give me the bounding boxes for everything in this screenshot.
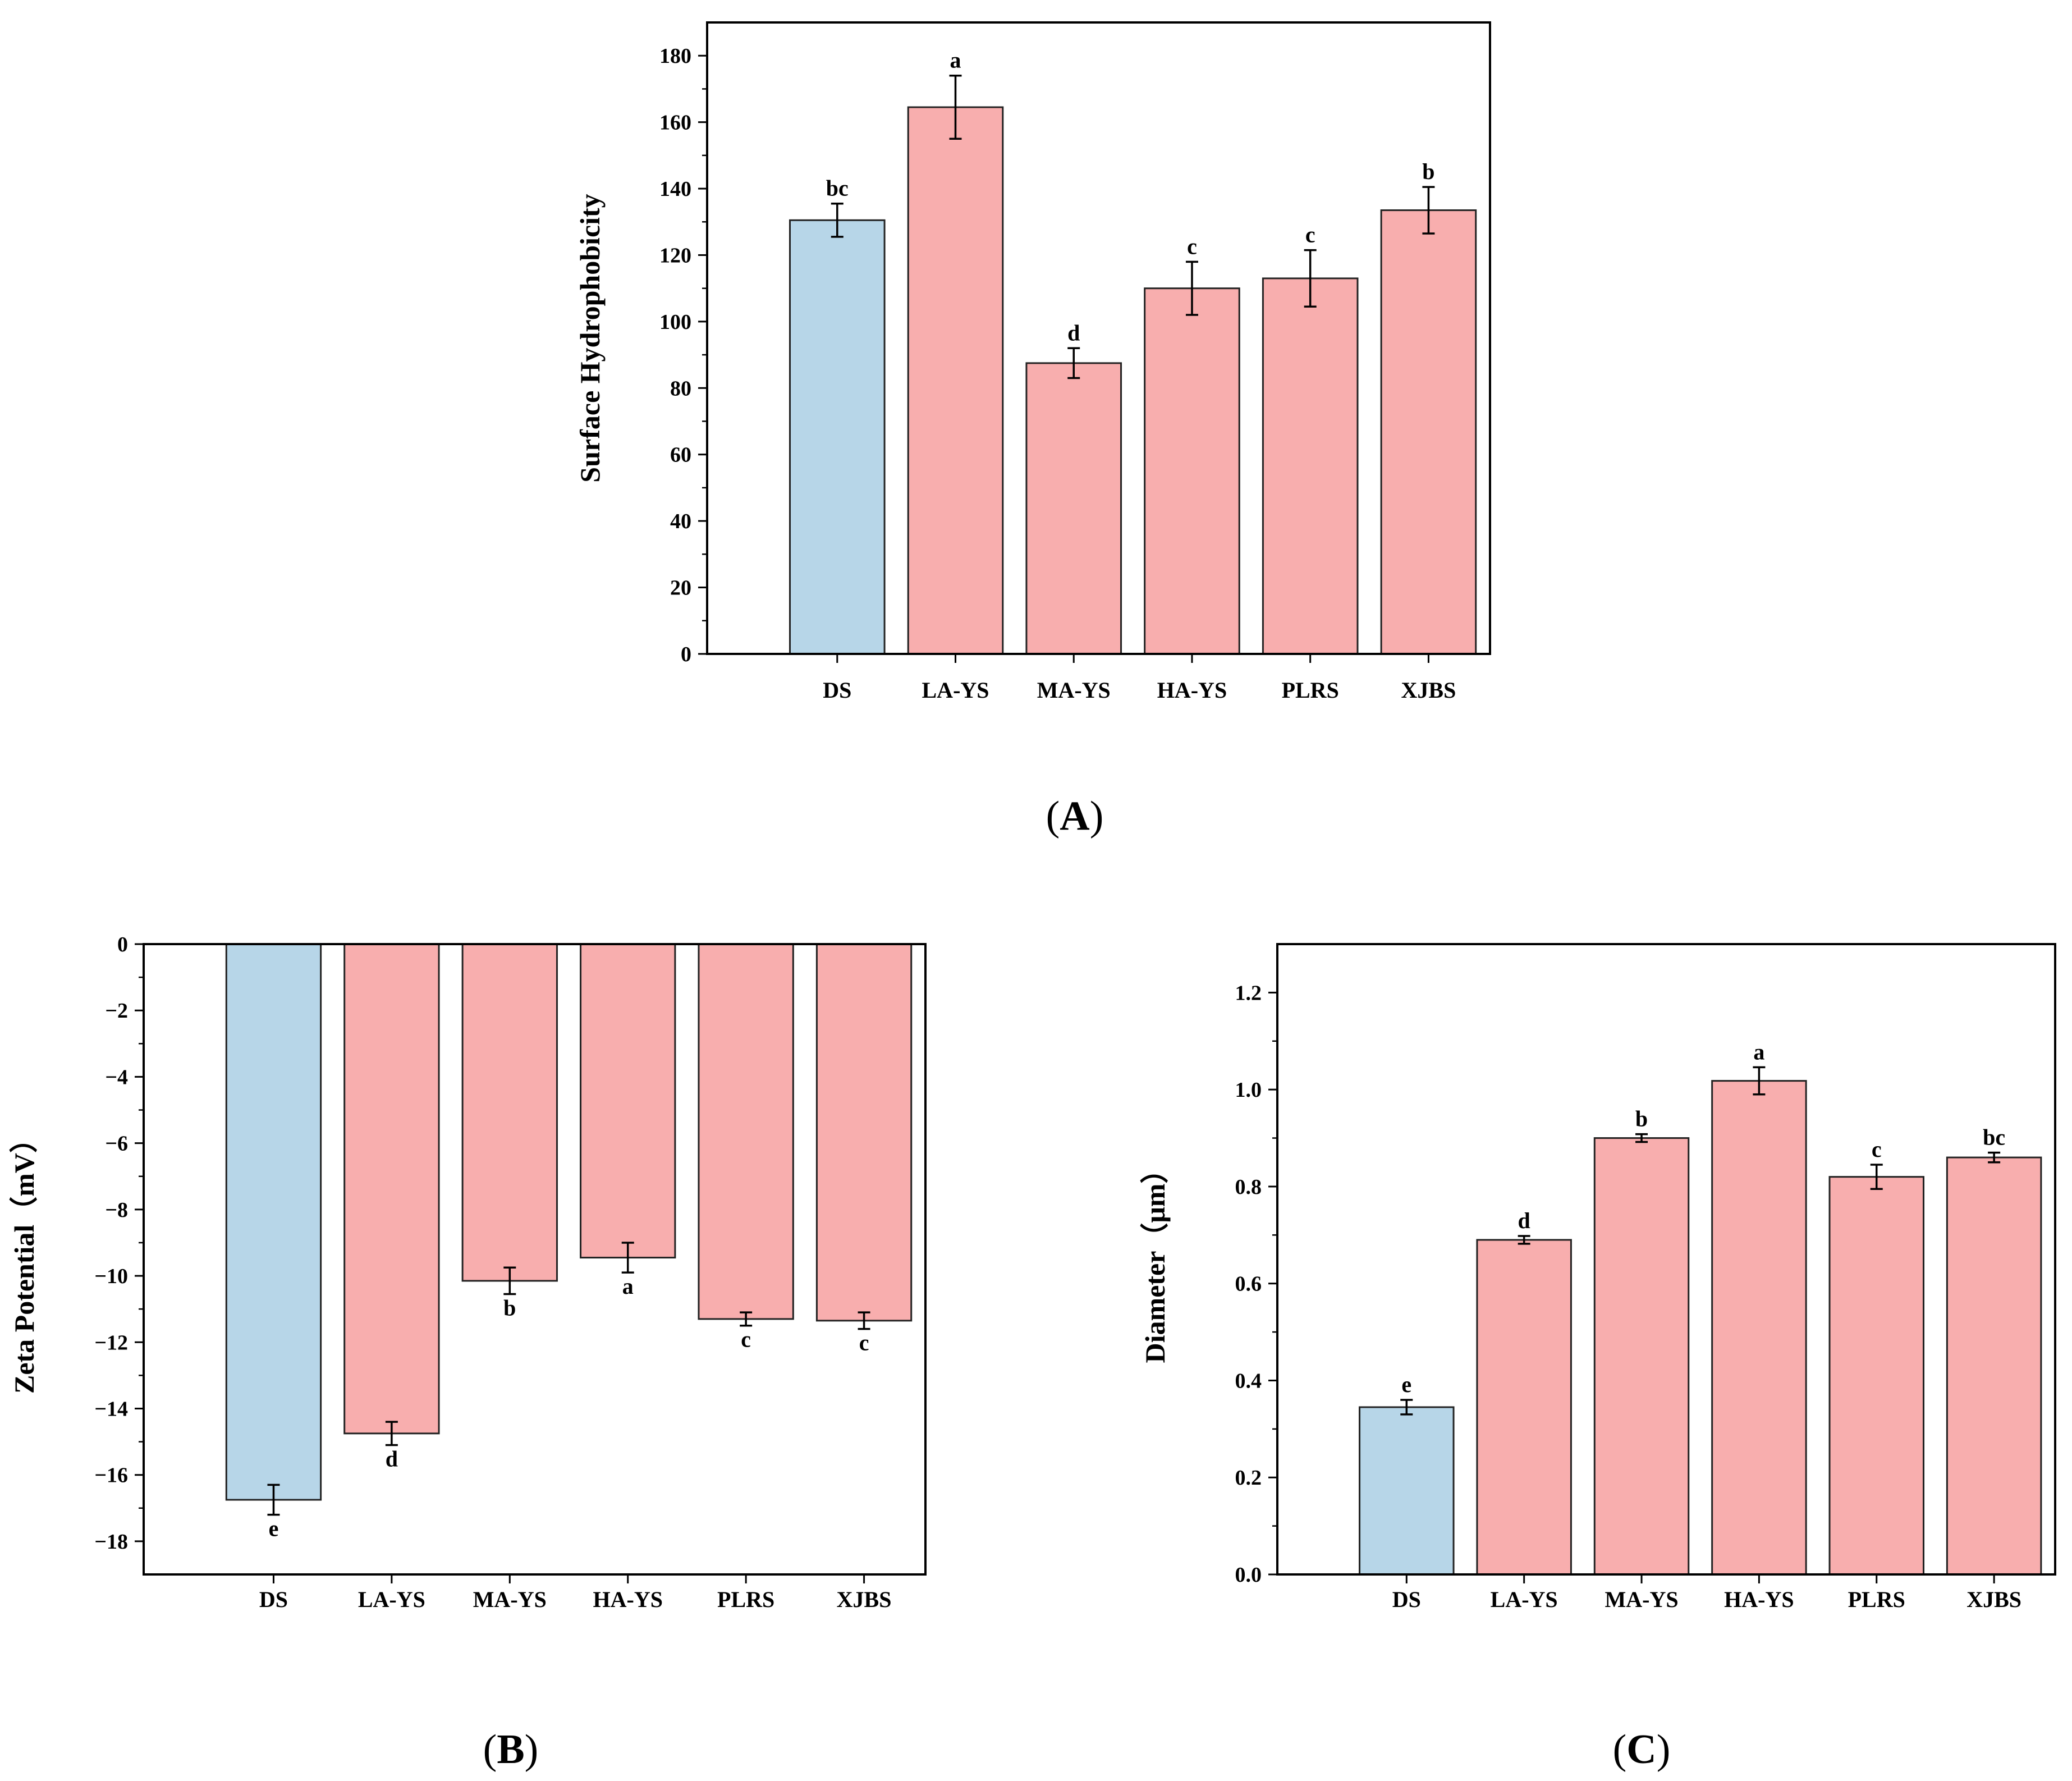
y-tick-label: 160 — [659, 111, 691, 135]
significance-letter: b — [1635, 1106, 1648, 1132]
x-tick-label: DS — [1392, 1587, 1421, 1612]
y-tick-label: 180 — [659, 44, 691, 68]
bar-plrs — [1262, 277, 1359, 655]
bar-ma-ys — [1025, 362, 1122, 655]
y-tick-label: 120 — [659, 244, 691, 267]
y-tick-label: −12 — [94, 1331, 128, 1354]
x-tick-label: XJBS — [1966, 1587, 2021, 1612]
y-tick-label: −6 — [105, 1132, 128, 1156]
y-axis-label: Diameter（μm） — [1139, 1156, 1171, 1363]
x-tick-label: PLRS — [1282, 677, 1339, 703]
y-tick-label: −18 — [94, 1530, 128, 1554]
y-tick-label: 0 — [681, 643, 691, 666]
x-tick-label: HA-YS — [1724, 1587, 1794, 1612]
y-tick-label: −8 — [105, 1198, 128, 1222]
bar-xjbs — [1946, 1156, 2042, 1576]
bar-la-ys — [1476, 1239, 1572, 1576]
chart-surface-hydrophobicity: bc DS a LA-YS d MA-YS c HA-YS c PLRS b XJBS 0 20 40 60 8… — [574, 21, 1491, 703]
x-tick-label: DS — [823, 677, 851, 703]
x-tick-label: LA-YS — [358, 1587, 425, 1612]
y-tick-label: 0 — [117, 933, 128, 956]
y-tick-label: 0.2 — [1235, 1466, 1262, 1490]
significance-letter: c — [1187, 234, 1197, 259]
bar-ha-ys — [1144, 287, 1240, 655]
significance-letter: b — [503, 1295, 516, 1321]
significance-letter: d — [386, 1446, 398, 1471]
y-tick-label: 100 — [659, 310, 691, 334]
bar-ma-ys — [1593, 1137, 1690, 1576]
x-tick-label: LA-YS — [922, 677, 989, 703]
plot-frame — [143, 943, 927, 1576]
significance-letter: a — [950, 48, 961, 73]
significance-letter: bc — [1983, 1124, 2005, 1150]
x-tick-label: LA-YS — [1491, 1587, 1558, 1612]
bar-xjbs — [815, 943, 913, 1322]
plot-frame — [706, 21, 1491, 655]
chart-diameter: e DS d LA-YS b MA-YS a HA-YS c PLRS bc XJBS 0.0 0.2 0.… — [1139, 943, 2056, 1612]
bar-plrs — [698, 943, 794, 1320]
y-tick-label: −14 — [94, 1397, 128, 1421]
y-tick-label: 60 — [670, 443, 691, 467]
panel-letter-c: C — [1626, 1727, 1657, 1773]
x-tick-label: PLRS — [1848, 1587, 1905, 1612]
x-tick-label: MA-YS — [1037, 677, 1111, 703]
y-tick-label: 1.2 — [1235, 981, 1262, 1005]
x-tick-label: DS — [259, 1587, 288, 1612]
x-tick-label: PLRS — [717, 1587, 774, 1612]
significance-letter: e — [269, 1516, 279, 1541]
x-tick-label: MA-YS — [1605, 1587, 1678, 1612]
bar-la-ys — [907, 106, 1004, 655]
y-tick-label: −4 — [105, 1065, 128, 1089]
panel-letter-b: B — [497, 1727, 525, 1773]
chart-zeta-potential: e DS d LA-YS b MA-YS a HA-YS c PLRS c XJBS 0 −2 −4 −6 −8… — [8, 933, 927, 1612]
significance-letter: c — [859, 1330, 869, 1356]
y-axis-label: Zeta Potential（mV） — [8, 1125, 40, 1394]
y-tick-label: 0.0 — [1235, 1563, 1262, 1587]
x-tick-label: HA-YS — [593, 1587, 663, 1612]
panel-caption-b: (B) — [483, 1727, 539, 1773]
bar-ha-ys — [580, 943, 676, 1259]
significance-letter: bc — [826, 176, 849, 201]
bar-ma-ys — [461, 943, 558, 1282]
bar-ds — [225, 943, 322, 1501]
significance-letter: a — [622, 1274, 634, 1299]
panel-caption-c: (C) — [1612, 1727, 1671, 1773]
significance-letter: c — [1872, 1137, 1882, 1162]
x-tick-label: XJBS — [1401, 677, 1456, 703]
panel-letter-a: A — [1060, 793, 1090, 839]
y-tick-label: 0.4 — [1235, 1369, 1262, 1393]
bar-ds — [1359, 1406, 1455, 1576]
y-tick-label: −2 — [105, 999, 128, 1023]
bar-ha-ys — [1711, 1080, 1807, 1576]
significance-letter: c — [1305, 222, 1315, 248]
bar-xjbs — [1380, 209, 1477, 655]
significance-letter: e — [1401, 1372, 1411, 1397]
significance-letter: a — [1753, 1039, 1764, 1064]
x-tick-label: MA-YS — [473, 1587, 547, 1612]
x-tick-label: HA-YS — [1157, 677, 1227, 703]
significance-letter: b — [1422, 159, 1434, 184]
plot-frame — [1276, 943, 2056, 1576]
y-tick-label: 0.8 — [1235, 1175, 1262, 1199]
y-tick-label: 1.0 — [1235, 1078, 1262, 1102]
bar-plrs — [1828, 1176, 1925, 1576]
y-tick-label: 20 — [670, 576, 691, 600]
y-tick-label: 40 — [670, 510, 691, 533]
panel-caption-a: (A) — [1046, 793, 1104, 839]
significance-letter: d — [1518, 1208, 1530, 1233]
y-axis-label: Surface Hydrophobicity — [574, 194, 606, 482]
significance-letter: d — [1067, 320, 1080, 345]
bar-la-ys — [343, 943, 440, 1435]
x-tick-label: XJBS — [837, 1587, 892, 1612]
bar-ds — [789, 219, 886, 655]
y-tick-label: 80 — [670, 377, 691, 400]
significance-letter: c — [741, 1327, 751, 1352]
y-tick-label: −16 — [94, 1464, 128, 1487]
y-tick-label: 140 — [659, 177, 691, 201]
y-tick-label: −10 — [94, 1265, 128, 1288]
y-tick-label: 0.6 — [1235, 1272, 1262, 1296]
